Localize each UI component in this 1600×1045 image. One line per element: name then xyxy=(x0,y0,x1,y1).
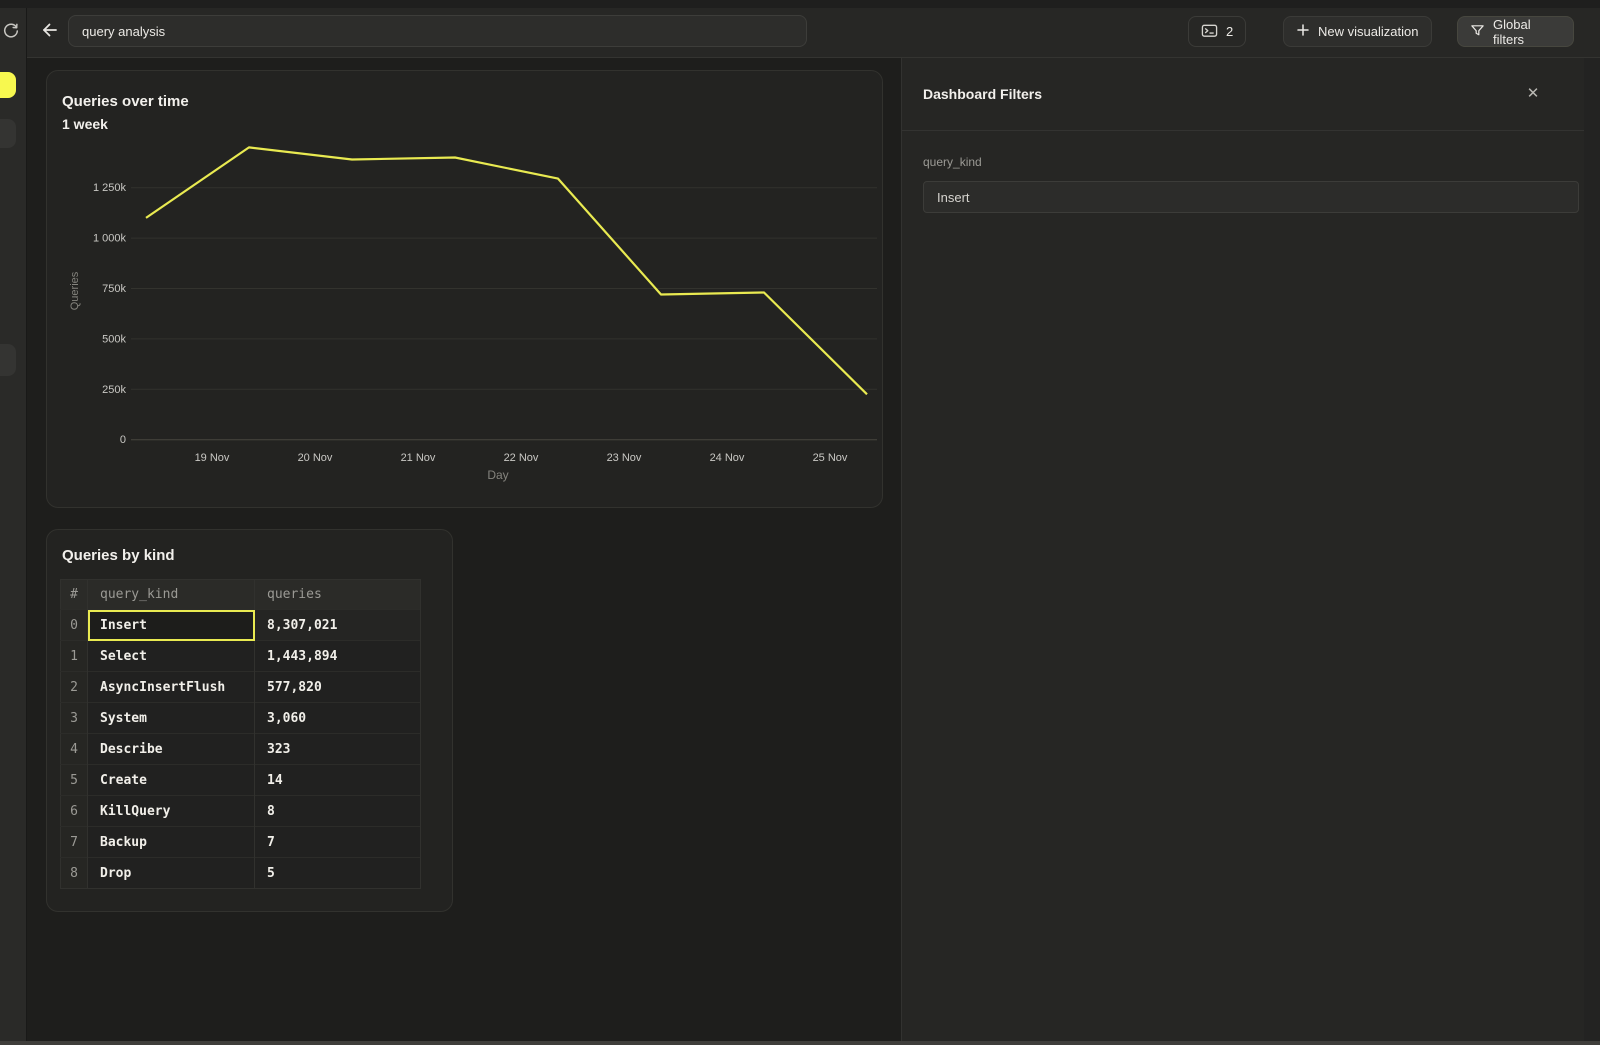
funnel-icon xyxy=(1470,23,1485,41)
cell-queries[interactable]: 14 xyxy=(254,764,421,796)
series-line-queries xyxy=(145,146,868,396)
y-tick-label: 250k xyxy=(102,384,126,396)
x-tick-label: 22 Nov xyxy=(504,452,539,464)
cell-query_kind[interactable]: Insert xyxy=(87,609,255,641)
sidebar-item-active[interactable] xyxy=(0,72,16,98)
row-index-cell[interactable]: 1 xyxy=(60,640,88,672)
queries-by-kind-table: # query_kind queries 0 Insert 8,307,021 1 Selec… xyxy=(60,579,421,889)
global-filters-label: Global filters xyxy=(1493,16,1531,47)
table-row: 2 AsyncInsertFlush 577,820 xyxy=(60,671,421,703)
y-tick-label: 750k xyxy=(102,283,126,295)
console-count-button[interactable]: 2 xyxy=(1188,16,1246,47)
y-axis-title: Queries xyxy=(69,271,81,310)
y-tick-label: 1 000k xyxy=(93,233,127,245)
cell-queries[interactable]: 3,060 xyxy=(254,702,421,734)
table-header-row: # query_kind queries xyxy=(60,579,421,610)
dashboard-title-input[interactable] xyxy=(68,15,807,47)
row-index-cell[interactable]: 8 xyxy=(60,857,88,889)
y-tick-label: 500k xyxy=(102,333,126,345)
table-row: 1 Select 1,443,894 xyxy=(60,640,421,672)
cell-query_kind[interactable]: KillQuery xyxy=(87,795,255,827)
cell-queries[interactable]: 1,443,894 xyxy=(254,640,421,672)
table-row: 7 Backup 7 xyxy=(60,826,421,858)
queries-over-time-panel: Queries over time 1 week 0 250k 500k 750k 1 … xyxy=(46,70,883,508)
cell-queries[interactable]: 8 xyxy=(254,795,421,827)
cell-queries[interactable]: 8,307,021 xyxy=(254,609,421,641)
console-count-label: 2 xyxy=(1226,24,1234,39)
queries-line-chart: 0 250k 500k 750k 1 000k 1 250k 19 Nov 20 Nov 21 … xyxy=(69,146,877,482)
cell-query_kind[interactable]: Select xyxy=(87,640,255,672)
sidebar-item[interactable] xyxy=(0,119,16,148)
x-tick-label: 25 Nov xyxy=(813,452,848,464)
table-row: 8 Drop 5 xyxy=(60,857,421,889)
dashboard-filters-panel: Dashboard Filters ✕ query_kind xyxy=(901,58,1600,1045)
new-visualization-button[interactable]: New visualization xyxy=(1283,16,1432,47)
table-row: 4 Describe 323 xyxy=(60,733,421,765)
window-bottom-edge xyxy=(0,1041,1600,1045)
cell-query_kind[interactable]: System xyxy=(87,702,255,734)
window-chrome-strip xyxy=(0,0,1600,8)
x-tick-label: 21 Nov xyxy=(401,452,436,464)
filters-divider xyxy=(902,130,1600,131)
cell-queries[interactable]: 7 xyxy=(254,826,421,858)
table-row: 5 Create 14 xyxy=(60,764,421,796)
table-row: 6 KillQuery 8 xyxy=(60,795,421,827)
cell-queries[interactable]: 577,820 xyxy=(254,671,421,703)
query-kind-filter-input[interactable] xyxy=(923,181,1579,213)
table-row: 0 Insert 8,307,021 xyxy=(60,609,421,641)
cell-query_kind[interactable]: Drop xyxy=(87,857,255,889)
table-header-index: # xyxy=(60,579,88,610)
close-icon[interactable]: ✕ xyxy=(1526,85,1540,102)
table-header-queries: queries xyxy=(254,579,421,610)
cell-query_kind[interactable]: AsyncInsertFlush xyxy=(87,671,255,703)
plus-icon xyxy=(1296,23,1310,40)
cell-queries[interactable]: 5 xyxy=(254,857,421,889)
row-index-cell[interactable]: 4 xyxy=(60,733,88,765)
row-index-cell[interactable]: 6 xyxy=(60,795,88,827)
top-bar: 2 New visualization Global filters xyxy=(0,8,1600,58)
x-axis-title: Day xyxy=(487,468,508,482)
row-index-cell[interactable]: 5 xyxy=(60,764,88,796)
cell-query_kind[interactable]: Backup xyxy=(87,826,255,858)
cell-query_kind[interactable]: Describe xyxy=(87,733,255,765)
back-button[interactable] xyxy=(38,20,62,44)
arrow-left-icon xyxy=(39,19,61,46)
new-visualization-label: New visualization xyxy=(1318,24,1419,39)
chart-title: Queries over time xyxy=(62,93,189,110)
filters-panel-title: Dashboard Filters xyxy=(923,86,1043,102)
row-index-cell[interactable]: 7 xyxy=(60,826,88,858)
x-tick-label: 20 Nov xyxy=(298,452,333,464)
refresh-icon[interactable] xyxy=(2,22,20,40)
sidebar-item[interactable] xyxy=(0,344,16,376)
dashboard-canvas: Queries over time 1 week 0 250k 500k 750k 1 … xyxy=(27,58,901,1045)
row-index-cell[interactable]: 3 xyxy=(60,702,88,734)
queries-by-kind-panel: Queries by kind # query_kind queries 0 Inser… xyxy=(46,529,453,912)
x-tick-label: 24 Nov xyxy=(710,452,745,464)
filter-field-label: query_kind xyxy=(923,155,982,169)
table-header-query_kind: query_kind xyxy=(87,579,255,610)
table-row: 3 System 3,060 xyxy=(60,702,421,734)
left-sidebar xyxy=(0,8,27,1045)
cell-query_kind[interactable]: Create xyxy=(87,764,255,796)
y-tick-label: 0 xyxy=(120,434,126,446)
y-tick-label: 1 250k xyxy=(93,182,127,194)
scrollbar-gutter[interactable] xyxy=(1584,58,1600,1045)
row-index-cell[interactable]: 2 xyxy=(60,671,88,703)
row-index-cell[interactable]: 0 xyxy=(60,609,88,641)
global-filters-button[interactable]: Global filters xyxy=(1457,16,1574,47)
table-title: Queries by kind xyxy=(62,547,175,564)
cell-queries[interactable]: 323 xyxy=(254,733,421,765)
x-tick-label: 23 Nov xyxy=(607,452,642,464)
chart-subtitle: 1 week xyxy=(62,116,108,132)
x-tick-label: 19 Nov xyxy=(195,452,230,464)
terminal-icon xyxy=(1201,22,1218,42)
